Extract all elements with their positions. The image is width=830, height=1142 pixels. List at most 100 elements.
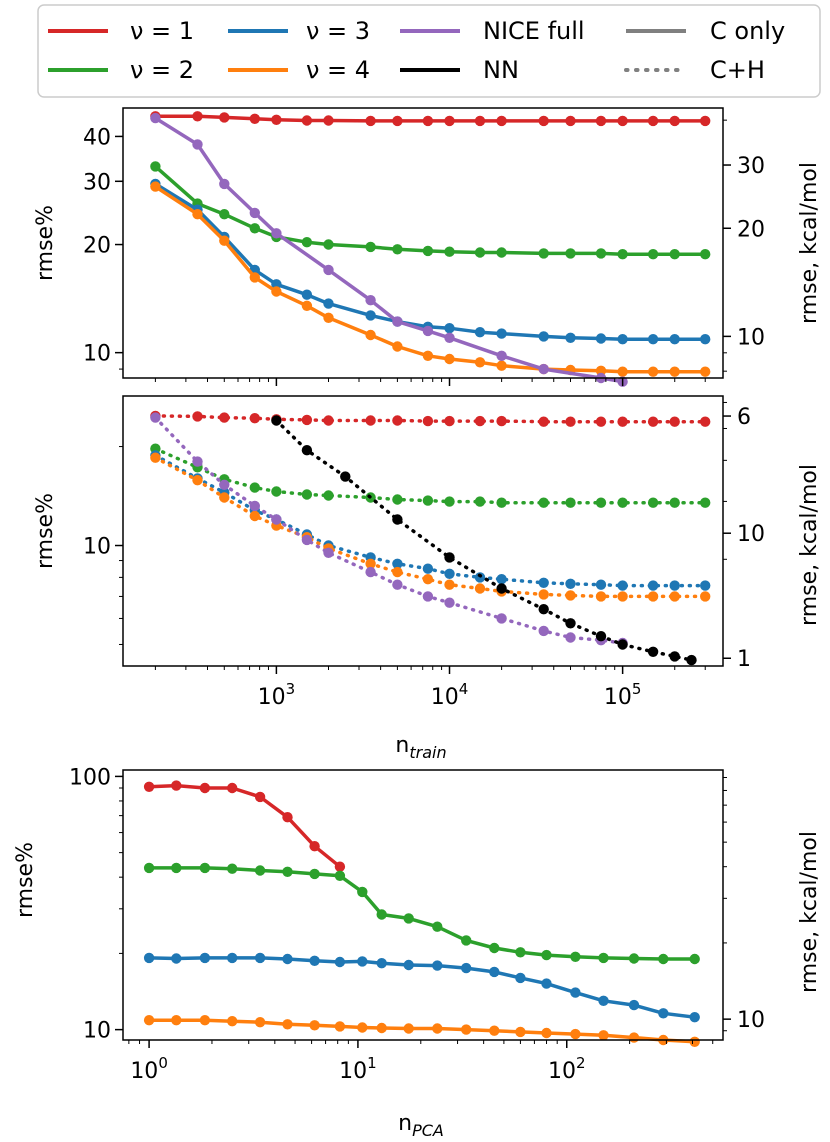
middle-series-nu3-point (617, 580, 628, 591)
middle-series-nice-point (496, 613, 507, 624)
bottom-series-nu3-point (143, 952, 155, 964)
top-series-nu2-point (392, 244, 403, 255)
bottom-series-nu3-point (689, 1012, 700, 1023)
top-series-nu3-point (595, 333, 607, 344)
middle-series-nn-point (595, 631, 607, 642)
bottom-series-nu4-point (376, 1022, 387, 1034)
middle-series-nu2-point (271, 486, 282, 497)
bottom-series-nu1-point (282, 812, 293, 823)
top-series-nu2-point (422, 245, 434, 257)
top-series-nu4-point (301, 300, 313, 311)
top-series-nice-point (496, 350, 507, 361)
top-y-tick-label: 10 (83, 342, 111, 367)
top-series-nu4-point (595, 365, 607, 376)
top-series-nice-point (271, 228, 282, 239)
bottom-series-nu4-point (254, 1017, 266, 1028)
middle-series-nu2-point (422, 495, 434, 506)
middle-series-nn-line (274, 418, 694, 662)
top-series-nu1-point (647, 115, 659, 127)
top-series-nu3-point (669, 334, 680, 345)
middle-series-nu2-point (496, 497, 507, 508)
middle-series-nu1-point (617, 416, 628, 427)
bottom-series-nu2-point (376, 909, 387, 920)
middle-series-nu4-point (700, 591, 711, 602)
top-series-nu1-point (538, 115, 549, 127)
top-series-nu1-point (474, 115, 486, 127)
bottom-series-nu3-point (357, 956, 368, 967)
top-series-nu2-point (249, 223, 260, 234)
bottom-series-nu4-point (357, 1022, 368, 1033)
bottom-series-nu4-point (143, 1015, 155, 1026)
middle-series-nu4-point (150, 452, 161, 463)
bottom-series-nu2-point (598, 952, 609, 964)
top-series-nu4-point (669, 366, 680, 377)
middle-series-nice-point (323, 547, 334, 558)
middle-series-nu1-point (249, 413, 260, 424)
middle-series-nn-point (647, 646, 659, 657)
middle-series-nn-point (392, 514, 403, 525)
top-series-nu3-point (444, 323, 455, 334)
top-series-nu1-point (617, 115, 628, 127)
bottom-y-right-tick-label: 10 (737, 1008, 765, 1033)
bottom-x-tick-label: 101 (339, 1054, 377, 1084)
middle-series-nn-point (669, 651, 680, 662)
middle-series-nice-point (219, 479, 230, 490)
middle-series-nu2-point (249, 482, 260, 493)
middle-series-nice-point (192, 456, 203, 467)
top-series-nu2-point (538, 248, 549, 259)
bottom-series-nu2-point (227, 863, 238, 874)
bottom-series-nu3-point (598, 995, 609, 1006)
top-series-nu2-point (474, 247, 486, 258)
top-y-tick-label: 40 (83, 125, 111, 150)
legend-label-nu2: ν = 2 (130, 56, 194, 84)
bottom-series-nu3-point (541, 978, 552, 989)
bottom-series-nu4-point (171, 1015, 182, 1026)
top-y-tick-label: 20 (83, 234, 111, 259)
bottom-series-nu4-point (541, 1027, 552, 1039)
top-y-right-tick-label: 30 (737, 154, 765, 179)
bottom-y-tick-label: 100 (69, 765, 111, 790)
top-series-nice-point (444, 332, 455, 343)
middle-series-nice-point (271, 514, 282, 525)
middle-series-nu2-point (669, 497, 680, 508)
bottom-series-nu4-point (489, 1025, 500, 1036)
middle-series-nu2-point (647, 497, 659, 508)
legend-label-c-h: C+H (710, 56, 765, 84)
top-series-nu1-point (323, 115, 334, 126)
middle-series-nu3-point (565, 578, 576, 589)
top-series-nu1-point (392, 115, 403, 127)
bottom-series-nu2-point (334, 870, 346, 881)
middle-series-nu2-point (700, 497, 711, 508)
middle-series-nu3-point (595, 579, 607, 590)
top-series-nice-point (150, 112, 161, 124)
top-series-nice-point (323, 264, 334, 276)
middle-series-nu4-point (595, 591, 607, 602)
bottom-panel-ylabel: rmse% (13, 842, 38, 918)
middle-series-nu1-point (392, 415, 403, 426)
bottom-series-nu2-point (143, 862, 155, 874)
middle-series-nice-point (301, 534, 313, 546)
top-series-nu3-point (496, 328, 507, 339)
top-series-nu1-point (444, 115, 455, 127)
middle-series-nn-point (444, 552, 455, 563)
bottom-series-nu2-point (282, 866, 293, 877)
bottom-series-nu2-point (689, 953, 700, 965)
top-series-nice-point (538, 363, 549, 375)
top-series-nu1-point (249, 113, 260, 125)
top-series-nu3-point (617, 334, 628, 345)
top-series-nu3-point (474, 327, 486, 338)
middle-series-nu1-point (219, 412, 230, 423)
top-series-nu1-point (669, 115, 680, 127)
bottom-series-nu3-point (227, 952, 238, 964)
bottom-series-nu1-point (171, 780, 182, 791)
middle-series-nn-point (565, 618, 576, 629)
middle-series-nu1-point (365, 415, 376, 426)
top-series-nu4-point (647, 366, 659, 377)
top-series-nu1-point (192, 111, 203, 122)
top-y-right-tick-label: 6 (737, 405, 751, 430)
top-panel: 10 20 30 40 6 10 20 30 rmse% rmse, kcal/mol (33, 107, 822, 430)
middle-panel-xlabel: ntrain (395, 733, 446, 762)
top-series-nice-line (153, 116, 625, 384)
middle-x-tick-label: 105 (604, 680, 642, 710)
